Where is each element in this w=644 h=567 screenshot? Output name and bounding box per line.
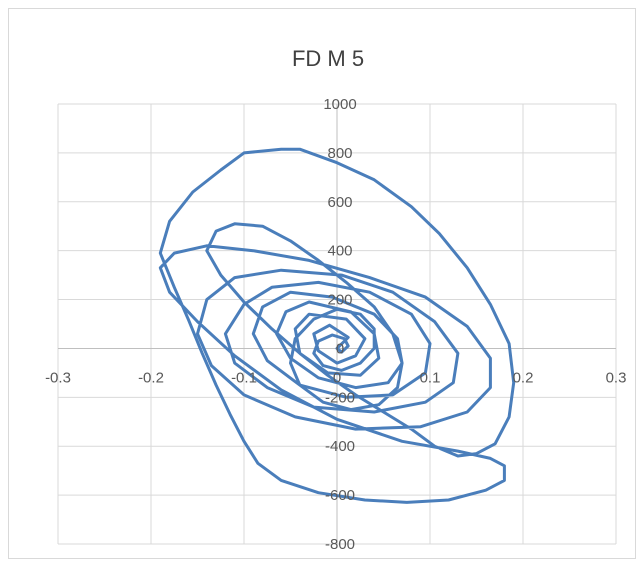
x-tick-label: -0.3 (45, 369, 71, 386)
y-tick-label: 800 (327, 145, 352, 162)
x-tick-label: 0 (333, 369, 341, 386)
y-tick-label: -200 (325, 389, 355, 406)
y-tick-label: 600 (327, 194, 352, 211)
x-tick-label: -0.2 (138, 369, 164, 386)
y-tick-label: -600 (325, 487, 355, 504)
chart-frame: FD M 5 -0.3 -0.2 -0.1 0 0.1 0.2 0.3 1000 800 600… (8, 8, 636, 559)
y-tick-label: -400 (325, 438, 355, 455)
y-tick-label: -800 (325, 536, 355, 553)
chart: FD M 5 -0.3 -0.2 -0.1 0 0.1 0.2 0.3 1000 800 600… (8, 8, 636, 559)
x-tick-label: -0.1 (231, 369, 257, 386)
series-line-0 (158, 147, 516, 504)
series-layer (158, 147, 516, 504)
y-tick-label: 400 (327, 243, 352, 260)
y-tick-label: 1000 (323, 96, 356, 113)
chart-title: FD M 5 (292, 46, 364, 71)
x-tick-labels: -0.3 -0.2 -0.1 0 0.1 0.2 0.3 (45, 369, 626, 386)
y-tick-label: 0 (336, 340, 344, 357)
x-tick-label: 0.1 (420, 369, 441, 386)
y-tick-labels: 1000 800 600 400 200 0 -200 -400 -600 -800 (323, 96, 356, 553)
y-tick-label: 200 (327, 292, 352, 309)
x-tick-label: 0.2 (513, 369, 534, 386)
x-tick-label: 0.3 (606, 369, 627, 386)
